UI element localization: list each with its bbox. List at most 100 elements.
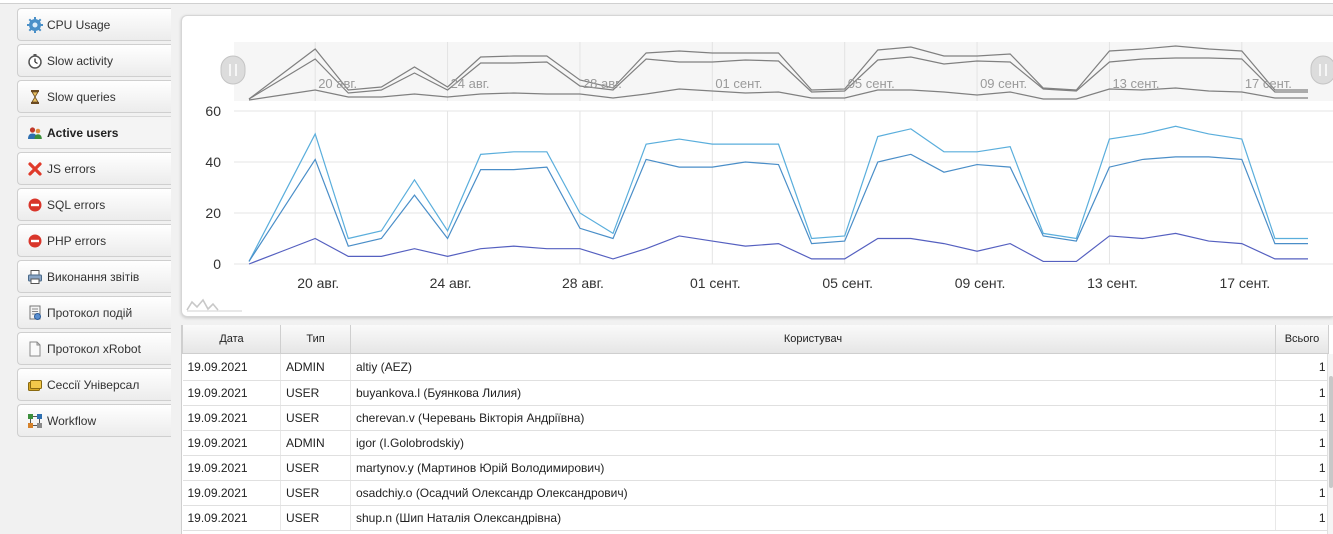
sidebar-item-label: Slow queries: [47, 89, 116, 104]
series-line-1[interactable]: [248, 125, 1308, 262]
cell-total: 1: [1275, 380, 1329, 406]
sidebar-nav: CPU Usage Slow activity Slow queries Active…: [17, 8, 171, 440]
cell-user: osadchiy.o (Осадчий Олександр Олександро…: [350, 480, 1276, 506]
cell-total: 1: [1275, 353, 1329, 381]
cell-date: 19.09.2021: [182, 430, 281, 456]
x-tick-label: 17 сент.: [1219, 275, 1270, 291]
cell-date: 19.09.2021: [182, 505, 281, 531]
sidebar-item-workflow[interactable]: Workflow: [17, 404, 171, 437]
table-row[interactable]: 19.09.2021 USER osadchiy.o (Осадчий Олекса…: [182, 480, 1329, 506]
x-tick-label: 13 сент.: [1087, 275, 1138, 291]
series-line-2[interactable]: [248, 153, 1308, 262]
column-header-total[interactable]: Всього: [1275, 325, 1329, 354]
column-header-type[interactable]: Тип: [280, 325, 351, 354]
hourglass-icon: [26, 88, 43, 105]
sidebar-item-label: Виконання звітів: [47, 269, 140, 284]
sidebar-item-label: Active users: [47, 125, 119, 140]
column-header-user[interactable]: Користувач: [350, 325, 1276, 354]
red-minus-circle-icon: [26, 196, 43, 213]
navigator-tick-label: 17 сент.: [1245, 76, 1292, 91]
navigator-background[interactable]: [234, 42, 1333, 101]
cell-date: 19.09.2021: [182, 480, 281, 506]
cpu-gear-icon: [26, 16, 43, 33]
navigator-tick-label: 13 сент.: [1112, 76, 1159, 91]
navigator-tick-label: 09 сент.: [980, 76, 1027, 91]
printer-icon: [26, 268, 43, 285]
users-grid: Дата Тип Користувач Всього 19.09.2021 ADM…: [181, 325, 1333, 534]
cell-type: USER: [280, 480, 351, 506]
sidebar-item-сессії-універсал[interactable]: Сессії Універсал: [17, 368, 171, 401]
navigator-series-line-3: [248, 87, 1308, 101]
navigator-tick-label: 01 сент.: [715, 76, 762, 91]
y-tick-label: 40: [205, 154, 221, 170]
navigator-right-handle[interactable]: [1310, 55, 1333, 85]
navigator-series-line-1: [248, 45, 1308, 100]
sidebar-item-label: CPU Usage: [47, 17, 111, 32]
sidebar-item-sql-errors[interactable]: SQL errors: [17, 188, 171, 221]
cell-type: USER: [280, 380, 351, 406]
blank-document-icon: [26, 340, 43, 357]
cell-user: martynov.y (Мартинов Юрій Володимирович): [350, 455, 1276, 481]
cell-date: 19.09.2021: [182, 353, 281, 381]
cell-user: buyankova.l (Буянкова Лилия): [350, 380, 1276, 406]
sidebar-item-label: SQL errors: [47, 197, 106, 212]
sidebar-item-js-errors[interactable]: JS errors: [17, 152, 171, 185]
x-tick-label: 20 авг.: [297, 275, 339, 291]
table-row[interactable]: 19.09.2021 ADMIN altiy (AEZ) 1: [182, 353, 1329, 381]
sidebar-item-label: PHP errors: [47, 233, 107, 248]
sidebar-item-slow-activity[interactable]: Slow activity: [17, 44, 171, 77]
cell-date: 19.09.2021: [182, 455, 281, 481]
navigator-series-line-2: [248, 56, 1308, 100]
x-tick-label: 01 сент.: [690, 275, 741, 291]
sidebar-item-протокол-xrobot[interactable]: Протокол xRobot: [17, 332, 171, 365]
sidebar-item-cpu-usage[interactable]: CPU Usage: [17, 8, 171, 41]
sidebar-item-label: Протокол подій: [47, 305, 133, 320]
cell-type: ADMIN: [280, 353, 351, 381]
cell-total: 1: [1275, 430, 1329, 456]
table-row[interactable]: 19.09.2021 USER buyankova.l (Буянкова Лили…: [182, 380, 1329, 406]
users-table: Дата Тип Користувач Всього 19.09.2021 ADM…: [182, 325, 1329, 531]
red-minus-circle-icon: [26, 232, 43, 249]
cell-user: altiy (AEZ): [350, 353, 1276, 381]
stacked-cards-icon: [26, 376, 43, 393]
grid-scrollbar[interactable]: [1327, 354, 1333, 534]
sidebar-item-протокол-подій[interactable]: Протокол подій: [17, 296, 171, 329]
cell-date: 19.09.2021: [182, 380, 281, 406]
x-tick-label: 09 сент.: [955, 275, 1006, 291]
sidebar-item-label: Сессії Універсал: [47, 377, 140, 392]
table-row[interactable]: 19.09.2021 USER shup.n (Шип Наталія Олекса…: [182, 505, 1329, 531]
cell-total: 1: [1275, 455, 1329, 481]
series-line-3[interactable]: [248, 232, 1308, 265]
sidebar-item-active-users[interactable]: Active users: [17, 116, 171, 149]
table-row[interactable]: 19.09.2021 ADMIN igor (I.Golobrodskiy) 1: [182, 430, 1329, 456]
sidebar-item-label: Workflow: [47, 413, 97, 428]
navigator-tick-label: 05 сент.: [848, 76, 895, 91]
sidebar-item-php-errors[interactable]: PHP errors: [17, 224, 171, 257]
table-row[interactable]: 19.09.2021 USER cherevan.v (Черевань Вікто…: [182, 405, 1329, 431]
red-x-icon: [26, 160, 43, 177]
cell-date: 19.09.2021: [182, 405, 281, 431]
scrollbar-thumb[interactable]: [1329, 376, 1333, 488]
table-row[interactable]: 19.09.2021 USER martynov.y (Мартинов Юрій …: [182, 455, 1329, 481]
trend-icon[interactable]: [186, 298, 219, 311]
workflow-icon: [26, 412, 43, 429]
navigator-left-handle[interactable]: [220, 55, 246, 85]
cell-total: 1: [1275, 405, 1329, 431]
sidebar-item-label: Slow activity: [47, 53, 114, 68]
log-document-icon: [26, 304, 43, 321]
navigator-tick-label: 20 авг.: [318, 76, 357, 91]
table-header-row: Дата Тип Користувач Всього: [182, 325, 1329, 354]
x-tick-label: 24 авг.: [430, 275, 472, 291]
top-border: [0, 0, 1333, 4]
cell-user: cherevan.v (Черевань Вікторія Андріївна): [350, 405, 1276, 431]
cell-total: 1: [1275, 505, 1329, 531]
column-header-date[interactable]: Дата: [182, 325, 281, 354]
x-tick-label: 28 авг.: [562, 275, 604, 291]
cell-type: USER: [280, 405, 351, 431]
y-tick-label: 20: [205, 205, 221, 221]
sidebar-item-slow-queries[interactable]: Slow queries: [17, 80, 171, 113]
chart-panel: 20 авг. 24 авг. 28 авг. 01 сент. 05 сент. 09 …: [181, 15, 1333, 317]
y-tick-label: 0: [213, 256, 221, 272]
sidebar-item-виконання-звітів[interactable]: Виконання звітів: [17, 260, 171, 293]
users-icon: [26, 124, 43, 141]
